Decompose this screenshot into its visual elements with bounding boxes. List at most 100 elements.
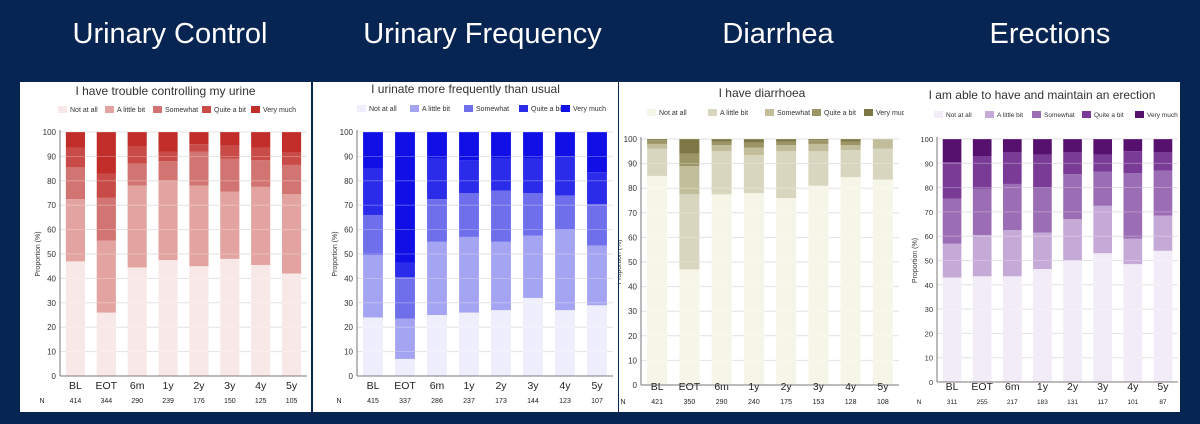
x-tick-label-3y: 3y [813,381,825,393]
y-tick-label: 20 [925,329,933,338]
y-tick-label: 100 [43,128,57,137]
n-label: N [620,399,625,406]
legend-label-not-at-all: Not at all [369,106,397,113]
chart-erections: I am able to have and maintain an erecti… [912,88,1178,406]
bar-segment-bl-a-little-bit [942,243,962,278]
legend-swatch-quite-a-bit [1082,111,1091,118]
x-tick-label-3y: 3y [224,380,236,392]
legend-swatch-a-little-bit [410,105,419,112]
n-value-bl: 415 [367,398,379,405]
y-tick-label: 0 [633,381,638,390]
bar-segment-1y-quite-a-bit [1033,154,1052,188]
bar-segment-1y-somewhat [1033,187,1052,233]
y-tick-label: 90 [47,152,56,161]
legend-swatch-not-at-all [357,105,366,112]
y-tick-label: 10 [925,354,933,363]
bar-segment-bl-very-much [942,139,962,163]
bar-segment-1y-somewhat [158,161,178,181]
bar-segment-eot-a-little-bit [96,240,116,313]
y-tick-label: 40 [47,274,56,283]
bar-segment-2y-somewhat [1063,174,1082,220]
bar-segment-1y-very-much [158,132,178,152]
chart-urinary-frequency: I urinate more frequently than usual Not … [332,82,613,405]
bar-segment-4y-somewhat [555,195,575,230]
n-value-2y: 176 [193,398,205,405]
x-tick-label-1y: 1y [163,380,175,392]
bar-segment-4y-very-much [1123,139,1143,152]
y-tick-label: 20 [628,332,637,341]
bar-segment-eot-quite-a-bit [96,173,116,198]
bar-segment-1y-not-at-all [459,312,479,376]
x-tick-label-1y: 1y [1037,381,1049,393]
x-tick-label-6m: 6m [130,380,145,392]
bar-segment-2y-quite-a-bit [1063,152,1082,175]
bar-segment-2y-somewhat [776,145,797,152]
y-tick-label: 90 [344,152,353,161]
bar-segment-2y-a-little-bit [189,185,209,267]
bar-segment-1y-a-little-bit [459,236,479,313]
bar-segment-bl-somewhat [65,167,86,200]
x-tick-label-4y: 4y [255,380,267,392]
y-tick-label: 10 [344,348,353,357]
bar-segment-6m-quite-a-bit [427,158,447,200]
y-tick-label: 80 [344,177,353,186]
bar-segment-3y-not-at-all [220,258,240,376]
y-tick-label: 40 [628,283,637,292]
bar-segment-bl-very-much [647,139,668,141]
y-tick-label: 10 [47,348,56,357]
bar-segment-5y-quite-a-bit [1153,152,1173,171]
legend-label-very-much: Very much [876,110,905,117]
n-value-eot: 337 [399,398,411,405]
bar-segment-1y-very-much [743,139,764,143]
legend-label-somewhat: Somewhat [165,107,198,114]
header-urinary-control: Urinary Control [72,18,268,50]
n-value-4y: 123 [559,398,571,405]
bar-segment-eot-very-much [972,139,992,157]
bar-segment-3y-not-at-all [523,297,543,376]
x-tick-label-5y: 5y [591,380,603,392]
legend-label-somewhat: Somewhat [476,106,509,113]
bar-segment-2y-quite-a-bit [776,141,797,146]
x-tick-label-1y: 1y [463,380,475,392]
bar-segment-4y-somewhat [840,145,861,151]
header-diarrhea: Diarrhea [722,18,834,50]
x-tick-label-3y: 3y [527,380,539,392]
bar-segment-6m-very-much [711,139,732,142]
n-value-3y: 150 [224,398,236,405]
bar-segment-1y-a-little-bit [743,154,764,194]
y-tick-label: 80 [628,184,637,193]
bar-segment-1y-not-at-all [743,193,764,385]
y-tick-label: 80 [47,177,56,186]
y-tick-label: 60 [344,226,353,235]
y-tick-label: 30 [344,299,353,308]
bar-segment-2y-a-little-bit [1063,219,1082,261]
y-axis-label: Proportion (%) [912,238,919,283]
bar-segment-5y-somewhat [1153,170,1173,216]
legend-swatch-somewhat [1032,111,1041,118]
y-tick-label: 70 [925,208,933,217]
bar-segment-bl-a-little-bit [647,148,668,176]
bar-segment-eot-not-at-all [395,358,415,376]
bar-segment-1y-quite-a-bit [459,160,479,193]
bar-segment-1y-quite-a-bit [158,151,178,162]
x-tick-label-4y: 4y [559,380,571,392]
bar-segment-4y-a-little-bit [251,186,271,265]
x-tick-label-2y: 2y [781,381,793,393]
y-tick-label: 20 [47,323,56,332]
n-value-eot: 350 [684,399,696,406]
bar-segment-bl-a-little-bit [363,255,383,318]
n-value-bl: 414 [70,398,82,405]
bar-segment-5y-somewhat [872,139,893,149]
bar-segment-bl-somewhat [942,198,962,244]
n-value-eot: 255 [977,399,988,406]
bar-segment-bl-not-at-all [647,175,668,385]
bar-segment-6m-somewhat [427,199,447,242]
legend-swatch-somewhat [464,105,473,112]
bar-segment-2y-very-much [1063,139,1082,153]
bar-segment-2y-quite-a-bit [491,158,511,191]
x-tick-label-6m: 6m [1005,381,1020,393]
y-tick-label: 80 [925,184,933,193]
y-tick-label: 30 [47,299,56,308]
y-axis-label: Proportion (%) [332,231,339,276]
x-tick-label-bl: BL [946,381,959,393]
